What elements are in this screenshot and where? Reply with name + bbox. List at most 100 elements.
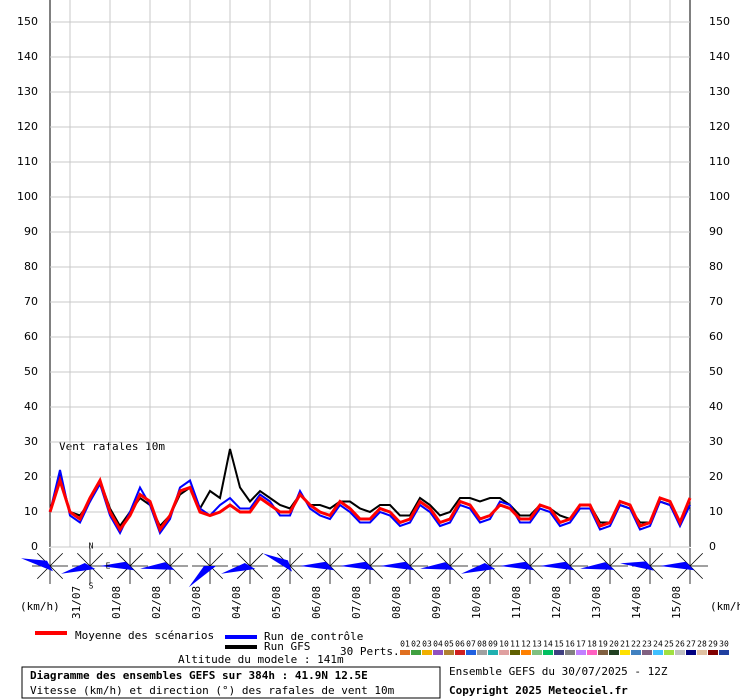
x-tick-label: 14/08 (630, 586, 643, 619)
legend-label: Moyenne des scénarios (75, 629, 214, 642)
wind-direction (540, 548, 588, 584)
y-tick-label-right: 80 (709, 260, 723, 273)
perturbation-swatch (532, 650, 542, 655)
perturbation-label: 28 (697, 640, 707, 649)
unit-right: (km/h) (710, 600, 740, 613)
wind-direction (300, 548, 348, 584)
y-tick-label: 30 (24, 435, 38, 448)
y-tick-label-right: 120 (709, 120, 730, 133)
y-tick-label: 130 (17, 85, 38, 98)
wind-direction (420, 548, 468, 584)
perturbation-swatch (510, 650, 520, 655)
perturbation-swatch (697, 650, 707, 655)
y-tick-label-right: 40 (709, 400, 723, 413)
perturbation-label: 13 (532, 640, 542, 649)
y-tick-label: 150 (17, 15, 38, 28)
wind-direction (21, 548, 68, 584)
x-tick-label: 05/08 (270, 586, 283, 619)
y-tick-label: 100 (17, 190, 38, 203)
wind-wedge (580, 562, 615, 570)
y-tick-label-right: 100 (709, 190, 730, 203)
y-tick-label-right: 140 (709, 50, 730, 63)
altitude: Altitude du modele : 141m (178, 653, 344, 666)
perturbation-swatch (422, 650, 432, 655)
copyright: Copyright 2025 Meteociel.fr (449, 684, 628, 697)
y-tick-label-right: 110 (709, 155, 730, 168)
wind-wedge (221, 563, 256, 574)
x-tick-label: 04/08 (230, 586, 243, 619)
x-tick-label: 13/08 (590, 586, 603, 619)
perturbation-swatch (664, 650, 674, 655)
perturbations-label: 30 Perts. (340, 645, 400, 658)
wind-wedge (262, 553, 293, 572)
wind-wedge (21, 558, 53, 572)
y-tick-label-right: 50 (709, 365, 723, 378)
compass-label: S (89, 582, 94, 591)
perturbation-label: 10 (499, 640, 509, 649)
wind-direction (340, 548, 388, 584)
y-tick-label: 40 (24, 400, 38, 413)
x-tick-label: 10/08 (470, 586, 483, 619)
unit-left: (km/h) (20, 600, 60, 613)
y-tick-label-right: 90 (709, 225, 723, 238)
x-tick-label: 08/08 (390, 586, 403, 619)
perturbation-swatch (466, 650, 476, 655)
perturbation-label: 15 (554, 640, 564, 649)
wind-wedge (100, 561, 135, 571)
wind-wedge (420, 562, 455, 570)
y-tick-label-right: 130 (709, 85, 730, 98)
perturbation-label: 25 (664, 640, 674, 649)
wind-direction (660, 548, 708, 584)
wind-wedge (61, 563, 96, 574)
perturbation-swatch (477, 650, 487, 655)
y-tick-label-right: 150 (709, 15, 730, 28)
perturbation-label: 16 (565, 640, 575, 649)
wind-direction (61, 548, 108, 584)
wind-direction (461, 548, 508, 584)
perturbation-swatch (598, 650, 608, 655)
perturbation-label: 04 (433, 640, 443, 649)
perturbation-swatch (565, 650, 575, 655)
wind-wedge (380, 561, 415, 571)
chart-subtitle: Vitesse (km/h) et direction (°) des rafa… (30, 684, 395, 697)
y-tick-label: 0 (31, 540, 38, 553)
perturbation-label: 09 (488, 640, 498, 649)
y-tick-label: 80 (24, 260, 38, 273)
perturbation-swatch (642, 650, 652, 655)
x-tick-label: 09/08 (430, 586, 443, 619)
perturbation-label: 11 (510, 640, 520, 649)
perturbation-label: 19 (598, 640, 608, 649)
perturbation-swatch (620, 650, 630, 655)
perturbation-swatch (631, 650, 641, 655)
x-tick-label: 01/08 (110, 586, 123, 619)
perturbation-label: 06 (455, 640, 465, 649)
perturbation-label: 12 (521, 640, 531, 649)
x-tick-label: 06/08 (310, 586, 323, 619)
annotation: Vent rafales 10m (59, 440, 165, 453)
perturbation-label: 22 (631, 640, 641, 649)
perturbation-swatch (609, 650, 619, 655)
wind-wedge (340, 561, 375, 571)
perturbation-label: 20 (609, 640, 619, 649)
wind-wedge (540, 561, 575, 571)
perturbation-swatch (686, 650, 696, 655)
wind-wedge (300, 561, 335, 571)
x-tick-label: 07/08 (350, 586, 363, 619)
perturbation-swatch (675, 650, 685, 655)
compass-label: E (106, 562, 111, 571)
y-tick-label: 70 (24, 295, 38, 308)
wind-direction (100, 548, 148, 584)
y-tick-label: 140 (17, 50, 38, 63)
perturbation-swatch (400, 650, 410, 655)
perturbation-label: 27 (686, 640, 696, 649)
wind-wedge (620, 561, 654, 571)
x-tick-label: 02/08 (150, 586, 163, 619)
perturbation-swatch (433, 650, 443, 655)
perturbation-swatch (411, 650, 421, 655)
perturbation-label: 26 (675, 640, 685, 649)
y-tick-label: 50 (24, 365, 38, 378)
x-tick-label: 11/08 (510, 586, 523, 619)
perturbation-label: 07 (466, 640, 476, 649)
y-tick-label: 110 (17, 155, 38, 168)
